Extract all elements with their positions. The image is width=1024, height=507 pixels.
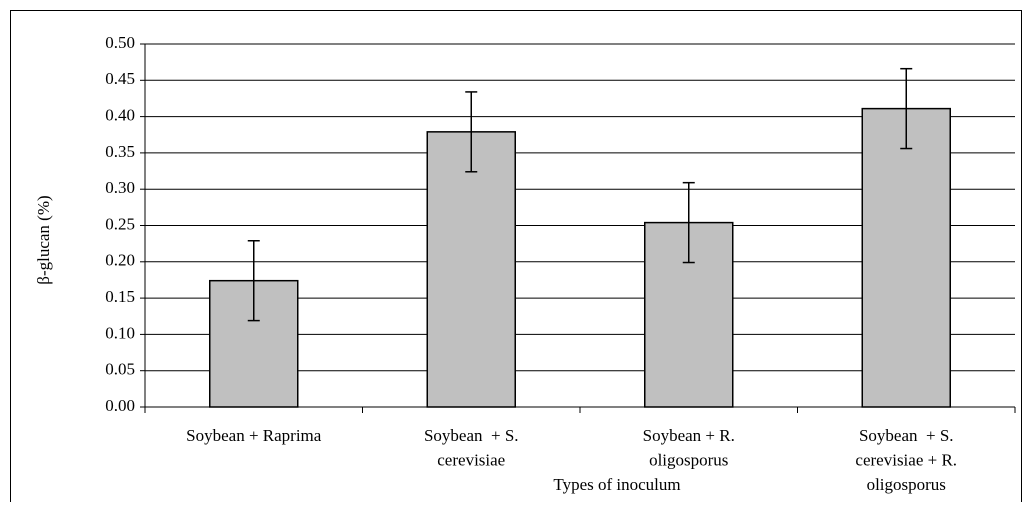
x-tick-label: cerevisiae xyxy=(437,450,505,469)
bar xyxy=(861,107,951,408)
y-tick-label: 0.50 xyxy=(105,33,135,52)
y-tick-label: 0.40 xyxy=(105,106,135,125)
x-tick-label: oligosporus xyxy=(867,475,946,494)
y-tick-label: 0.00 xyxy=(105,396,135,415)
x-tick-label: Soybean + S. xyxy=(424,426,519,445)
chart-frame xyxy=(10,10,1022,507)
y-tick-label: 0.25 xyxy=(105,214,135,233)
y-tick-label: 0.10 xyxy=(105,323,135,342)
y-axis-label: β-glucan (%) xyxy=(34,195,53,284)
bar xyxy=(426,131,516,408)
y-tick-label: 0.30 xyxy=(105,178,135,197)
x-tick-label: Soybean + S. xyxy=(859,426,954,445)
x-tick-label: Soybean + Raprima xyxy=(186,426,322,445)
x-tick-label: oligosporus xyxy=(649,450,728,469)
x-tick-label: cerevisiae + R. xyxy=(855,450,957,469)
y-tick-label: 0.05 xyxy=(105,360,135,379)
y-tick-label: 0.35 xyxy=(105,142,135,161)
x-tick-label: Soybean + R. xyxy=(643,426,735,445)
y-tick-label: 0.15 xyxy=(105,287,135,306)
x-axis-label: Types of inoculum xyxy=(553,475,680,494)
y-tick-label: 0.45 xyxy=(105,69,135,88)
y-tick-label: 0.20 xyxy=(105,251,135,270)
